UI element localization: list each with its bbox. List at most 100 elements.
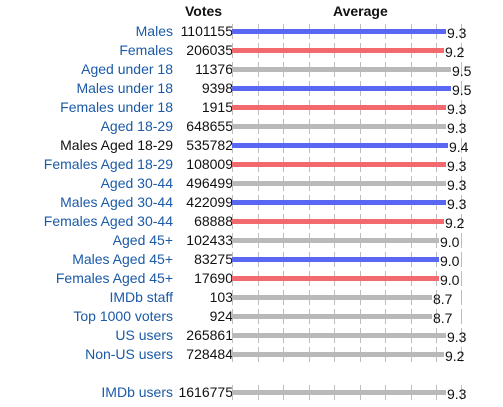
vote-count: 11376 (195, 61, 233, 77)
vote-count: 496499 (186, 175, 233, 191)
demographic-link[interactable]: Aged 45+ (112, 232, 173, 248)
vote-count: 924 (209, 308, 233, 324)
average-rating-value: 9.3 (447, 177, 467, 193)
rating-bar-track: 9.3 (232, 100, 466, 117)
rating-row: Aged 45+ 102433 9.0 (0, 231, 503, 250)
demographic-link[interactable]: Males under 18 (76, 80, 173, 96)
average-rating-value: 9.3 (447, 196, 467, 212)
demographic-link[interactable]: Males Aged 30-44 (60, 194, 173, 210)
average-rating-value: 9.2 (445, 215, 465, 231)
vote-count: 9398 (201, 80, 233, 96)
gridline-tick (461, 81, 462, 96)
average-rating-bar (232, 276, 439, 281)
demographic-link[interactable]: Males (135, 23, 173, 39)
demographic-link[interactable]: US users (115, 327, 173, 343)
average-rating-value: 9.2 (445, 44, 465, 60)
average-rating-bar (232, 48, 444, 53)
vote-count: 648655 (186, 118, 233, 134)
demographic-link[interactable]: Females Aged 18-29 (43, 156, 173, 172)
gridline-tick (461, 119, 462, 134)
vote-count: 83275 (194, 251, 233, 267)
rating-bar-track: 9.2 (232, 214, 464, 231)
rating-row: Males Aged 30-44 422099 9.3 (0, 193, 503, 212)
rating-bar-track: 9.2 (232, 43, 464, 60)
gridline-tick (461, 385, 462, 400)
rating-row: IMDb users 1616775 9.3 (0, 383, 503, 402)
rating-row: Females Aged 18-29 108009 9.3 (0, 155, 503, 174)
average-header: Average (333, 3, 388, 19)
rating-bar-track: 9.3 (232, 385, 466, 402)
demographic-link[interactable]: Females Aged 45+ (55, 270, 173, 286)
gridline-tick (461, 195, 462, 210)
rating-row: Females 206035 9.2 (0, 41, 503, 60)
average-rating-bar (232, 333, 446, 338)
rating-bar-track: 9.2 (232, 347, 464, 364)
demographic-link[interactable]: IMDb users (101, 384, 173, 400)
vote-count: 1616775 (178, 384, 233, 400)
gridline-tick (461, 252, 462, 267)
demographic-link[interactable]: Females under 18 (60, 99, 173, 115)
rating-row: US users 265861 9.3 (0, 326, 503, 345)
average-rating-bar (232, 257, 439, 262)
demographic-link[interactable]: Aged 30-44 (100, 175, 173, 191)
rating-bar-track: 9.0 (232, 252, 462, 269)
average-rating-bar (232, 67, 451, 72)
gridline-tick (461, 24, 462, 39)
demographic-link[interactable]: Females (119, 42, 173, 58)
average-rating-bar (232, 105, 446, 110)
average-rating-value: 9.0 (440, 234, 460, 250)
rating-bar-track: 8.7 (232, 309, 462, 326)
vote-count: 1915 (201, 99, 233, 115)
rating-row: Males under 18 9398 9.5 (0, 79, 503, 98)
average-rating-value: 9.0 (440, 272, 460, 288)
gridline-tick (461, 214, 462, 229)
average-rating-bar (232, 219, 444, 224)
rating-row: Aged 30-44 496499 9.3 (0, 174, 503, 193)
average-rating-bar (232, 181, 446, 186)
average-rating-bar (232, 238, 439, 243)
gridline-tick (461, 157, 462, 172)
gridline-tick (461, 100, 462, 115)
rating-row: Females under 18 1915 9.3 (0, 98, 503, 117)
vote-count: 535782 (186, 137, 233, 153)
gridline-tick (461, 233, 462, 248)
rating-row: Males Aged 45+ 83275 9.0 (0, 250, 503, 269)
average-rating-value: 9.4 (449, 139, 469, 155)
gridline-tick (461, 328, 462, 343)
demographic-link[interactable]: Aged under 18 (81, 61, 173, 77)
average-rating-value: 8.7 (433, 310, 453, 326)
average-rating-bar (232, 162, 446, 167)
rating-bar-track: 9.4 (232, 138, 468, 155)
rating-bar-track: 9.3 (232, 195, 466, 212)
average-rating-value: 9.3 (447, 120, 467, 136)
gridline-tick (436, 309, 437, 324)
gridline-tick (461, 271, 462, 286)
demographic-link[interactable]: IMDb staff (109, 289, 173, 305)
rating-row: Top 1000 voters 924 8.7 (0, 307, 503, 326)
average-rating-value: 9.3 (447, 386, 467, 402)
vote-count: 206035 (186, 42, 233, 58)
average-rating-bar (232, 390, 446, 395)
demographic-link[interactable]: Non-US users (85, 346, 173, 362)
demographic-link[interactable]: Females Aged 30-44 (43, 213, 173, 229)
rating-row: Males 1101155 9.3 (0, 22, 503, 41)
demographic-link[interactable]: Aged 18-29 (100, 118, 173, 134)
vote-count: 728484 (186, 346, 233, 362)
rating-row: Females Aged 45+ 17690 9.0 (0, 269, 503, 288)
average-rating-value: 9.3 (447, 25, 467, 41)
average-rating-bar (232, 86, 451, 91)
average-rating-bar (232, 200, 446, 205)
demographic-link[interactable]: Males Aged 45+ (72, 251, 173, 267)
average-rating-bar (232, 295, 432, 300)
demographic-link[interactable]: Top 1000 voters (73, 308, 173, 324)
vote-count: 422099 (186, 194, 233, 210)
votes-header: Votes (185, 3, 223, 19)
gridline-tick (436, 290, 437, 305)
gridline-tick (461, 176, 462, 191)
rating-row: Non-US users 728484 9.2 (0, 345, 503, 364)
rating-bar-track: 8.7 (232, 290, 462, 307)
vote-count: 102433 (186, 232, 233, 248)
rating-bar-track: 9.0 (232, 271, 462, 288)
rating-bar-track: 9.5 (232, 62, 471, 79)
rating-bar-track: 9.3 (232, 176, 466, 193)
